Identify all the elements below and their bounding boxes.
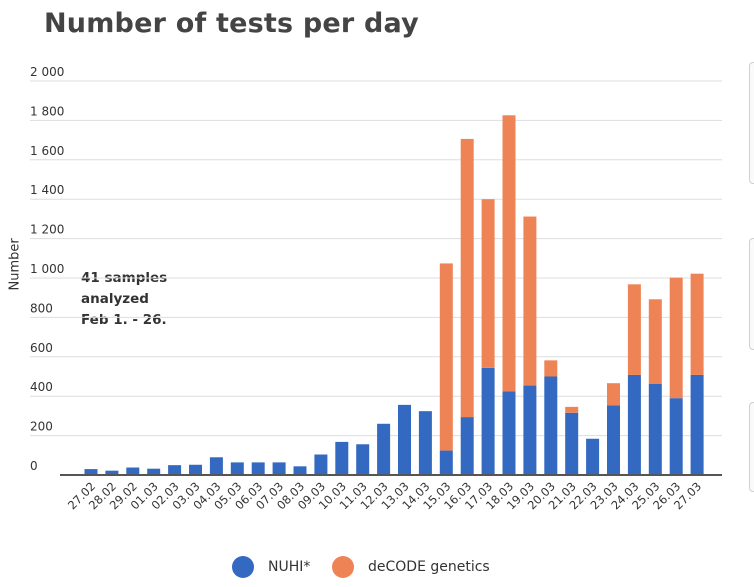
bar-nuhi (502, 391, 516, 475)
bar-decode (481, 199, 495, 368)
bar-decode (669, 277, 683, 399)
y-tick-label: 400 (30, 380, 53, 394)
side-panel-edge (749, 238, 754, 350)
bar-decode (439, 263, 453, 451)
bar-decode (502, 115, 516, 392)
bar-nuhi (209, 457, 223, 475)
bar-nuhi (147, 468, 161, 475)
y-tick-label: 2 000 (30, 65, 64, 79)
legend-label-nuhi: NUHI* (268, 559, 311, 575)
bar-nuhi (293, 466, 307, 475)
bar-nuhi (460, 417, 474, 475)
bar-nuhi (565, 412, 579, 475)
y-tick-label: 600 (30, 341, 53, 355)
bar-decode (544, 360, 558, 377)
bar-nuhi (523, 385, 537, 475)
legend-item-decode: deCODE genetics (332, 556, 490, 578)
bar-nuhi (168, 465, 182, 475)
bar-nuhi (230, 462, 244, 475)
y-tick-label: 800 (30, 301, 53, 315)
bar-chart: 0 200 400 600 800 1 000 1 200 1 400 1 600 1 800 2 … (30, 65, 722, 512)
chart-title: Number of tests per day (44, 8, 419, 39)
bar-nuhi (648, 383, 662, 475)
bar-nuhi (84, 469, 98, 475)
y-tick-label: 1 000 (30, 262, 64, 276)
bar-nuhi (690, 374, 704, 475)
y-tick-label: 1 800 (30, 104, 64, 118)
bar-nuhi (439, 450, 453, 475)
bar-nuhi (335, 441, 349, 475)
bar-nuhi (607, 405, 620, 475)
bar-nuhi (314, 454, 328, 475)
bar-decode (627, 284, 641, 375)
bar-nuhi (377, 423, 391, 475)
bar-decode (565, 406, 579, 413)
annotation-line-2: analyzed (81, 291, 149, 307)
legend: NUHI* deCODE genetics (0, 556, 754, 582)
bar-decode (690, 273, 704, 375)
bar-nuhi (627, 374, 641, 475)
legend-label-decode: deCODE genetics (368, 559, 490, 575)
y-tick-label: 200 (30, 420, 53, 434)
y-tick-label: 1 200 (30, 223, 64, 237)
bar-nuhi (105, 470, 119, 475)
bar-nuhi (398, 404, 411, 475)
legend-item-nuhi: NUHI* (232, 556, 310, 578)
y-tick-label: 1 400 (30, 183, 64, 197)
bar-decode (607, 383, 620, 406)
bar-nuhi (669, 398, 683, 475)
y-tick-label: 0 (30, 459, 38, 473)
bar-decode (460, 138, 474, 418)
side-panel-edge (749, 62, 754, 184)
bar-nuhi (189, 464, 202, 475)
bar-nuhi (418, 411, 432, 475)
annotation-line-3: Feb 1. - 26. (81, 312, 167, 328)
bar-nuhi (481, 367, 495, 475)
bar-nuhi (251, 462, 265, 475)
bar-nuhi (126, 467, 140, 475)
bar-nuhi (544, 376, 558, 475)
legend-swatch-nuhi (232, 556, 254, 578)
bar-nuhi (586, 438, 600, 475)
legend-swatch-decode (332, 556, 354, 578)
bar-nuhi (356, 444, 370, 475)
bar-decode (648, 299, 662, 384)
bar-nuhi (272, 462, 286, 475)
y-tick-label: 1 600 (30, 144, 64, 158)
bar-decode (523, 216, 537, 386)
side-panel-edge (749, 402, 754, 492)
